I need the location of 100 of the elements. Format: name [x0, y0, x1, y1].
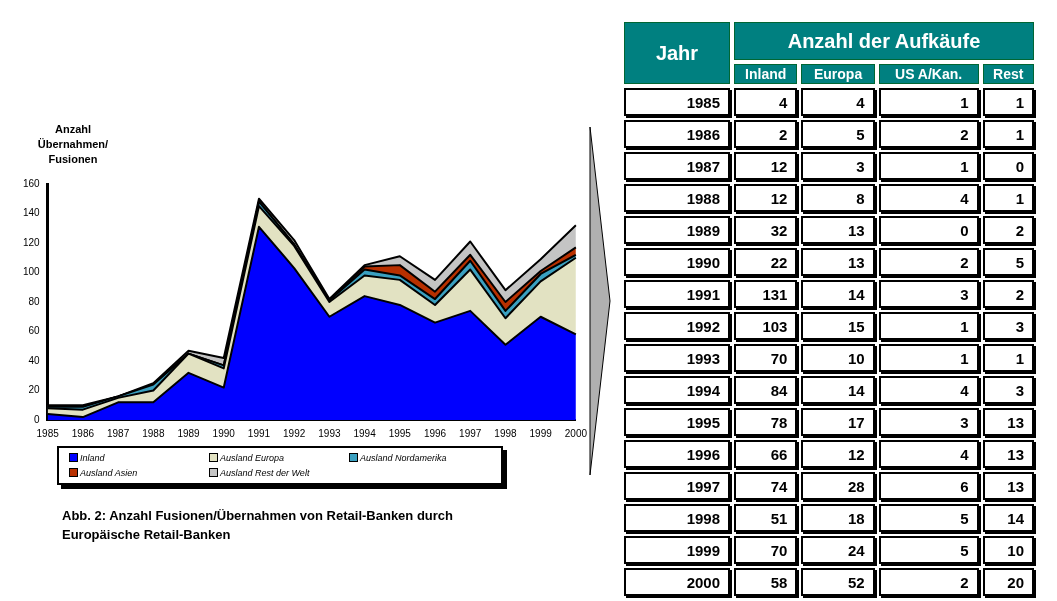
data-label: 8: [801, 184, 875, 212]
legend-label: Ausland Europa: [219, 451, 286, 465]
data-label: 2: [878, 248, 979, 276]
y-tick-label: 1989: [624, 216, 730, 244]
y-tick-label: 140: [23, 207, 41, 219]
data-label: 3: [982, 376, 1034, 404]
data-label: 24: [801, 536, 875, 564]
data-label: 20: [982, 568, 1034, 596]
y-tick-label: 2000: [624, 568, 730, 596]
data-label: 13: [982, 408, 1034, 436]
data-label: 4: [878, 376, 979, 404]
data-label: 10: [982, 536, 1034, 564]
data-label: 5: [801, 120, 875, 148]
x-tick-label: 1996: [423, 427, 447, 439]
data-label: 14: [982, 504, 1034, 532]
data-label: 0: [878, 216, 979, 244]
legend-label: Ausland Asien: [79, 466, 139, 480]
y-axis-title: Jahr: [624, 22, 730, 84]
x-tick-label: 1991: [247, 427, 271, 439]
x-tick-label: Europa: [801, 64, 875, 84]
x-tick-label: US A/Kan.: [878, 64, 979, 84]
data-label: 1: [982, 184, 1034, 212]
y-tick-label: 80: [28, 295, 41, 307]
x-tick-label: 1988: [142, 427, 165, 439]
y-tick-label: 1993: [624, 344, 730, 372]
data-label: 1: [878, 344, 979, 372]
data-label: 28: [801, 472, 875, 500]
data-label: 13: [801, 216, 875, 244]
x-tick-label: 1999: [529, 427, 553, 439]
data-label: 58: [734, 568, 798, 596]
y-tick-label: 1986: [624, 120, 730, 148]
data-label: 12: [734, 152, 798, 180]
x-tick-label: 1995: [388, 427, 412, 439]
data-label: 70: [734, 344, 798, 372]
data-label: 15: [801, 312, 875, 340]
data-label: 14: [801, 280, 875, 308]
y-tick-label: 1991: [624, 280, 730, 308]
data-label: 1: [982, 344, 1034, 372]
data-label: 0: [982, 152, 1034, 180]
data-label: 84: [734, 376, 798, 404]
data-label: 1: [878, 152, 979, 180]
data-label: 14: [801, 376, 875, 404]
data-label: 10: [801, 344, 875, 372]
x-tick-label: 2000: [564, 427, 588, 439]
x-tick-label: 1986: [71, 427, 95, 439]
x-tick-label: 1993: [318, 427, 341, 439]
chart-title: Anzahl der Aufkäufe: [734, 22, 1034, 60]
data-label: 103: [734, 312, 798, 340]
data-label: 131: [734, 280, 798, 308]
y-tick-label: 40: [28, 354, 41, 366]
data-label: 13: [801, 248, 875, 276]
data-label: 18: [801, 504, 875, 532]
x-tick-label: Inland: [734, 64, 798, 84]
data-label: 1: [982, 120, 1034, 148]
x-tick-label: 1987: [106, 427, 130, 439]
data-label: 4: [878, 184, 979, 212]
y-tick-label: 1999: [624, 536, 730, 564]
data-label: 2: [982, 280, 1034, 308]
data-label: 4: [801, 88, 875, 116]
y-tick-label: 1985: [624, 88, 730, 116]
text: Abb. 2: Anzahl Fusionen/Übernahmen von Retail-Banken durch Europäische Retail-Banken: [62, 507, 454, 544]
x-tick-label: Rest: [982, 64, 1034, 84]
data-label: 5: [878, 536, 979, 564]
y-tick-label: 1998: [624, 504, 730, 532]
legend-label: Inland: [79, 451, 106, 465]
data-label: 13: [982, 440, 1034, 468]
data-label: 3: [801, 152, 875, 180]
y-axis-title: Anzahl Übernahmen/ Fusionen: [36, 122, 110, 167]
x-tick-label: 1992: [283, 427, 306, 439]
y-tick-label: 160: [23, 177, 41, 189]
data-label: 74: [734, 472, 798, 500]
y-tick-label: 120: [23, 236, 41, 248]
data-label: 13: [982, 472, 1034, 500]
data-label: 32: [734, 216, 798, 244]
x-tick-label: 1997: [459, 427, 482, 439]
data-label: 1: [878, 312, 979, 340]
data-label: 12: [734, 184, 798, 212]
legend-label: Ausland Rest der Welt: [219, 466, 311, 480]
data-label: 52: [801, 568, 875, 596]
x-tick-label: 1990: [212, 427, 236, 439]
y-tick-label: 100: [23, 266, 41, 278]
data-label: 51: [734, 504, 798, 532]
y-tick-label: 60: [28, 325, 41, 337]
y-tick-label: 20: [28, 384, 41, 396]
y-tick-label: 1987: [624, 152, 730, 180]
x-tick-label: 1994: [353, 427, 377, 439]
y-tick-label: 1990: [624, 248, 730, 276]
data-label: 1: [878, 88, 979, 116]
data-label: 6: [878, 472, 979, 500]
data-label: 66: [734, 440, 798, 468]
x-tick-label: 1998: [494, 427, 518, 439]
data-label: 4: [734, 88, 798, 116]
data-label: 78: [734, 408, 798, 436]
data-label: 5: [982, 248, 1034, 276]
y-tick-label: 1992: [624, 312, 730, 340]
data-label: 5: [878, 504, 979, 532]
y-tick-label: 0: [34, 413, 41, 425]
data-label: 70: [734, 536, 798, 564]
data-label: 22: [734, 248, 798, 276]
data-label: 12: [801, 440, 875, 468]
